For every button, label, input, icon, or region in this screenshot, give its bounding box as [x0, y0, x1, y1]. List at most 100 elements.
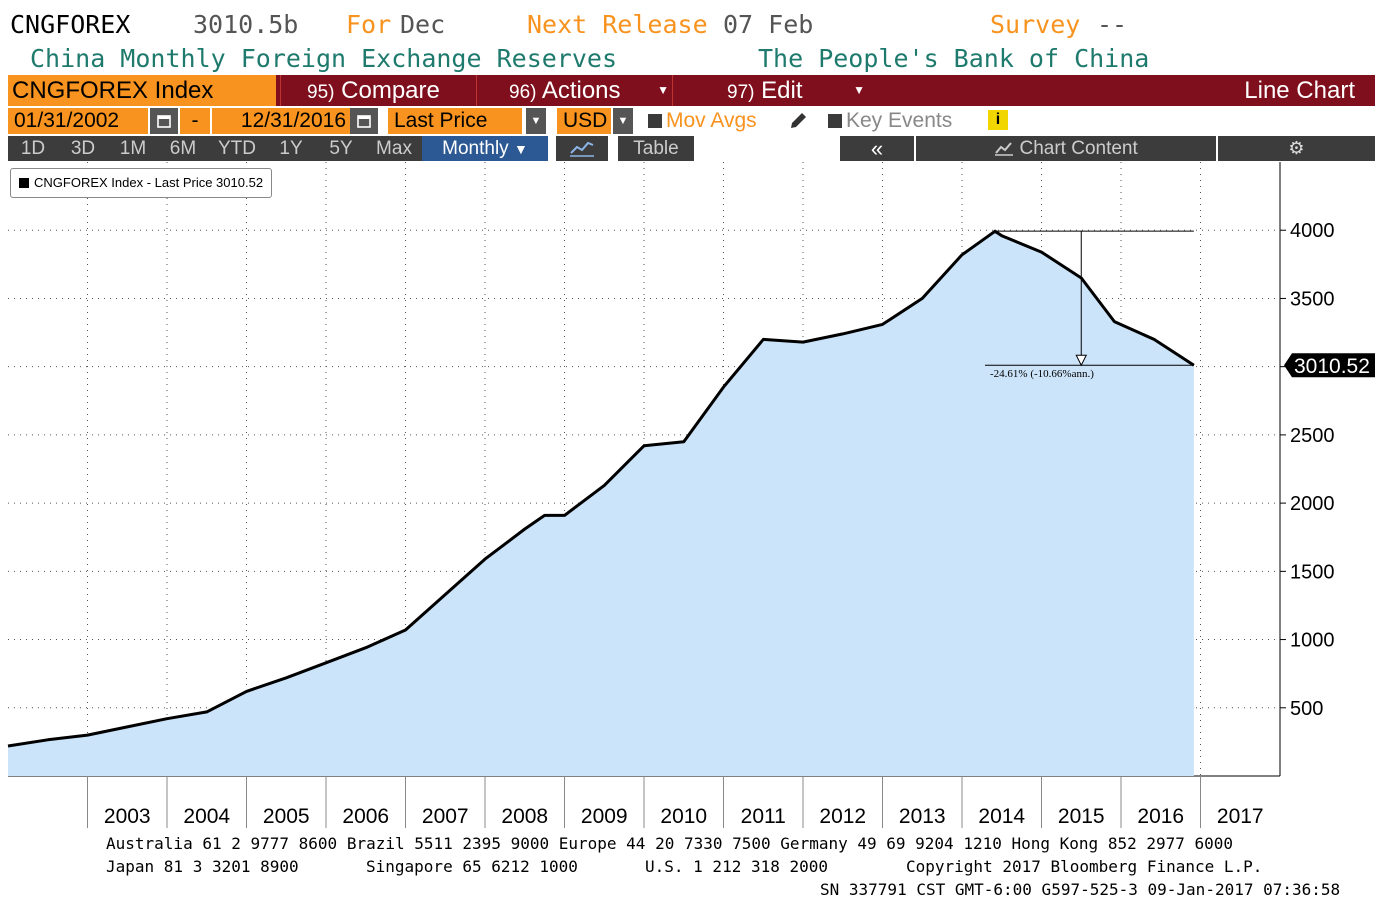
chart-type-button[interactable]: Line Chart	[1244, 75, 1355, 106]
x-tick-label: 2003	[104, 805, 151, 828]
end-calendar-icon[interactable]	[350, 108, 378, 134]
currency-value: USD	[563, 109, 608, 132]
ticker: CNGFOREX	[10, 10, 131, 39]
periodicity-select[interactable]: Monthly ▼	[422, 136, 548, 161]
periodicity-triangle-icon: ▼	[513, 141, 528, 157]
line-chart-icon[interactable]	[556, 136, 608, 161]
y-tick-label: 2500	[1290, 425, 1335, 447]
range-3d[interactable]: 3D	[58, 136, 108, 161]
series-line	[7, 229, 1195, 748]
x-tick-label: 2005	[263, 805, 310, 828]
edit-label: Edit	[761, 77, 803, 104]
annotation-label: -24.61% (-10.66%ann.)	[990, 368, 1094, 380]
info-icon[interactable]: i	[988, 110, 1008, 130]
start-calendar-icon[interactable]	[150, 108, 178, 134]
range-1m[interactable]: 1M	[108, 136, 158, 161]
y-tick-label: 4000	[1290, 220, 1335, 242]
chart-content-icon	[995, 142, 1014, 156]
for-value: Dec	[400, 10, 446, 39]
periodicity-value: Monthly	[442, 138, 509, 159]
footer-session-info: SN 337791 CST GMT-6:00 G597-525-3 09-Jan…	[820, 880, 1341, 899]
x-tick-label: 2006	[342, 805, 389, 828]
last-value-label: 3010.52	[1294, 355, 1370, 378]
next-release-label: Next Release	[527, 10, 708, 39]
edit-menu[interactable]: 97) Edit ▼	[672, 75, 869, 106]
x-tick-label: 2004	[183, 805, 230, 828]
x-tick-label: 2008	[501, 805, 548, 828]
footer-contact-singapore: Singapore 65 6212 1000	[366, 857, 578, 876]
range-1d[interactable]: 1D	[8, 136, 58, 161]
chart-content-button[interactable]: Chart Content	[916, 136, 1216, 161]
field-select[interactable]: Last Price	[388, 108, 522, 134]
y-tick-label: 500	[1290, 698, 1323, 720]
x-tick-label: 2007	[422, 805, 469, 828]
currency-dropdown-icon[interactable]: ▼	[613, 108, 633, 134]
controls-row: 01/31/2002 - 12/31/2016 Last Price ▼ USD…	[8, 108, 1008, 134]
start-date-value: 01/31/2002	[14, 109, 120, 132]
range-max[interactable]: Max	[366, 136, 422, 161]
range-5y[interactable]: 5Y	[316, 136, 366, 161]
settings-gear-icon[interactable]: ⚙	[1218, 136, 1375, 161]
actions-number: 96)	[509, 82, 537, 103]
field-dropdown-icon[interactable]: ▼	[526, 108, 546, 134]
actions-menu[interactable]: 96) Actions ▼	[476, 75, 673, 106]
legend-swatch	[19, 178, 29, 188]
x-tick-label: 2010	[660, 805, 707, 828]
footer-contact-us: U.S. 1 212 318 2000	[645, 857, 829, 876]
field-value: Last Price	[394, 109, 488, 132]
edit-chevron-down-icon: ▼	[853, 83, 865, 97]
range-row: 1D 3D 1M 6M YTD 1Y 5Y Max Monthly ▼ Tabl…	[8, 136, 1375, 161]
range-ytd[interactable]: YTD	[208, 136, 266, 161]
function-bar: CNGFOREX Index 95) Compare 96) Actions ▼…	[8, 75, 1375, 106]
x-tick-label: 2016	[1137, 805, 1184, 828]
currency-select[interactable]: USD	[557, 108, 611, 134]
end-date-input[interactable]: 12/31/2016	[212, 108, 352, 134]
series-description: China Monthly Foreign Exchange Reserves	[30, 44, 617, 73]
compare-label: Compare	[341, 77, 440, 104]
compare-button[interactable]: 95) Compare	[280, 75, 477, 106]
date-separator: -	[180, 108, 210, 134]
x-tick-label: 2013	[899, 805, 946, 828]
footer-contact-japan: Japan 81 3 3201 8900	[106, 857, 299, 876]
edit-number: 97)	[727, 82, 755, 103]
x-tick-label: 2014	[978, 805, 1025, 828]
table-button[interactable]: Table	[618, 136, 694, 161]
legend-label: CNGFOREX Index - Last Price 3010.52	[34, 175, 264, 190]
actions-label: Actions	[541, 77, 621, 104]
actions-chevron-down-icon: ▼	[657, 83, 669, 97]
y-tick-label: 1500	[1290, 561, 1335, 583]
x-tick-label: 2012	[819, 805, 866, 828]
last-value-badge	[1284, 353, 1375, 378]
security-field[interactable]: CNGFOREX Index	[8, 75, 276, 106]
y-tick-label: 1000	[1290, 630, 1335, 652]
chart-content-label: Chart Content	[1019, 138, 1138, 159]
x-tick-label: 2015	[1058, 805, 1105, 828]
chart-legend[interactable]: CNGFOREX Index - Last Price 3010.52	[10, 168, 272, 198]
mov-avgs-checkbox[interactable]	[648, 114, 662, 129]
key-events-checkbox[interactable]	[828, 114, 842, 129]
series-source: The People's Bank of China	[758, 44, 1150, 73]
compare-number: 95)	[307, 82, 335, 103]
range-6m[interactable]: 6M	[158, 136, 208, 161]
x-tick-label: 2017	[1217, 805, 1264, 828]
chart-type-label: Line Chart	[1244, 77, 1355, 104]
footer-copyright: Copyright 2017 Bloomberg Finance L.P.	[906, 857, 1263, 876]
pencil-icon[interactable]	[788, 108, 808, 138]
x-tick-label: 2011	[741, 805, 786, 828]
start-date-input[interactable]: 01/31/2002	[8, 108, 148, 134]
end-date-value: 12/31/2016	[240, 109, 346, 132]
y-tick-label: 3500	[1290, 288, 1335, 310]
collapse-chevrons-icon[interactable]: «	[840, 136, 914, 161]
survey-value: --	[1097, 10, 1128, 39]
key-events-toggle[interactable]: Key Events	[828, 108, 952, 134]
for-label: For	[346, 10, 392, 39]
range-1y[interactable]: 1Y	[266, 136, 316, 161]
survey-label: Survey	[990, 10, 1081, 39]
mov-avgs-toggle[interactable]: Mov Avgs	[648, 108, 757, 134]
security-label: CNGFOREX Index	[12, 77, 214, 104]
ticker-value: 3010.5b	[193, 10, 299, 39]
key-events-label: Key Events	[846, 109, 953, 132]
series-area	[8, 231, 1194, 776]
x-tick-label: 2009	[581, 805, 628, 828]
chart-area[interactable]: 500 1000 1500 2000 2500 3500 4000 2003 2004 2005 2…	[0, 160, 1383, 830]
